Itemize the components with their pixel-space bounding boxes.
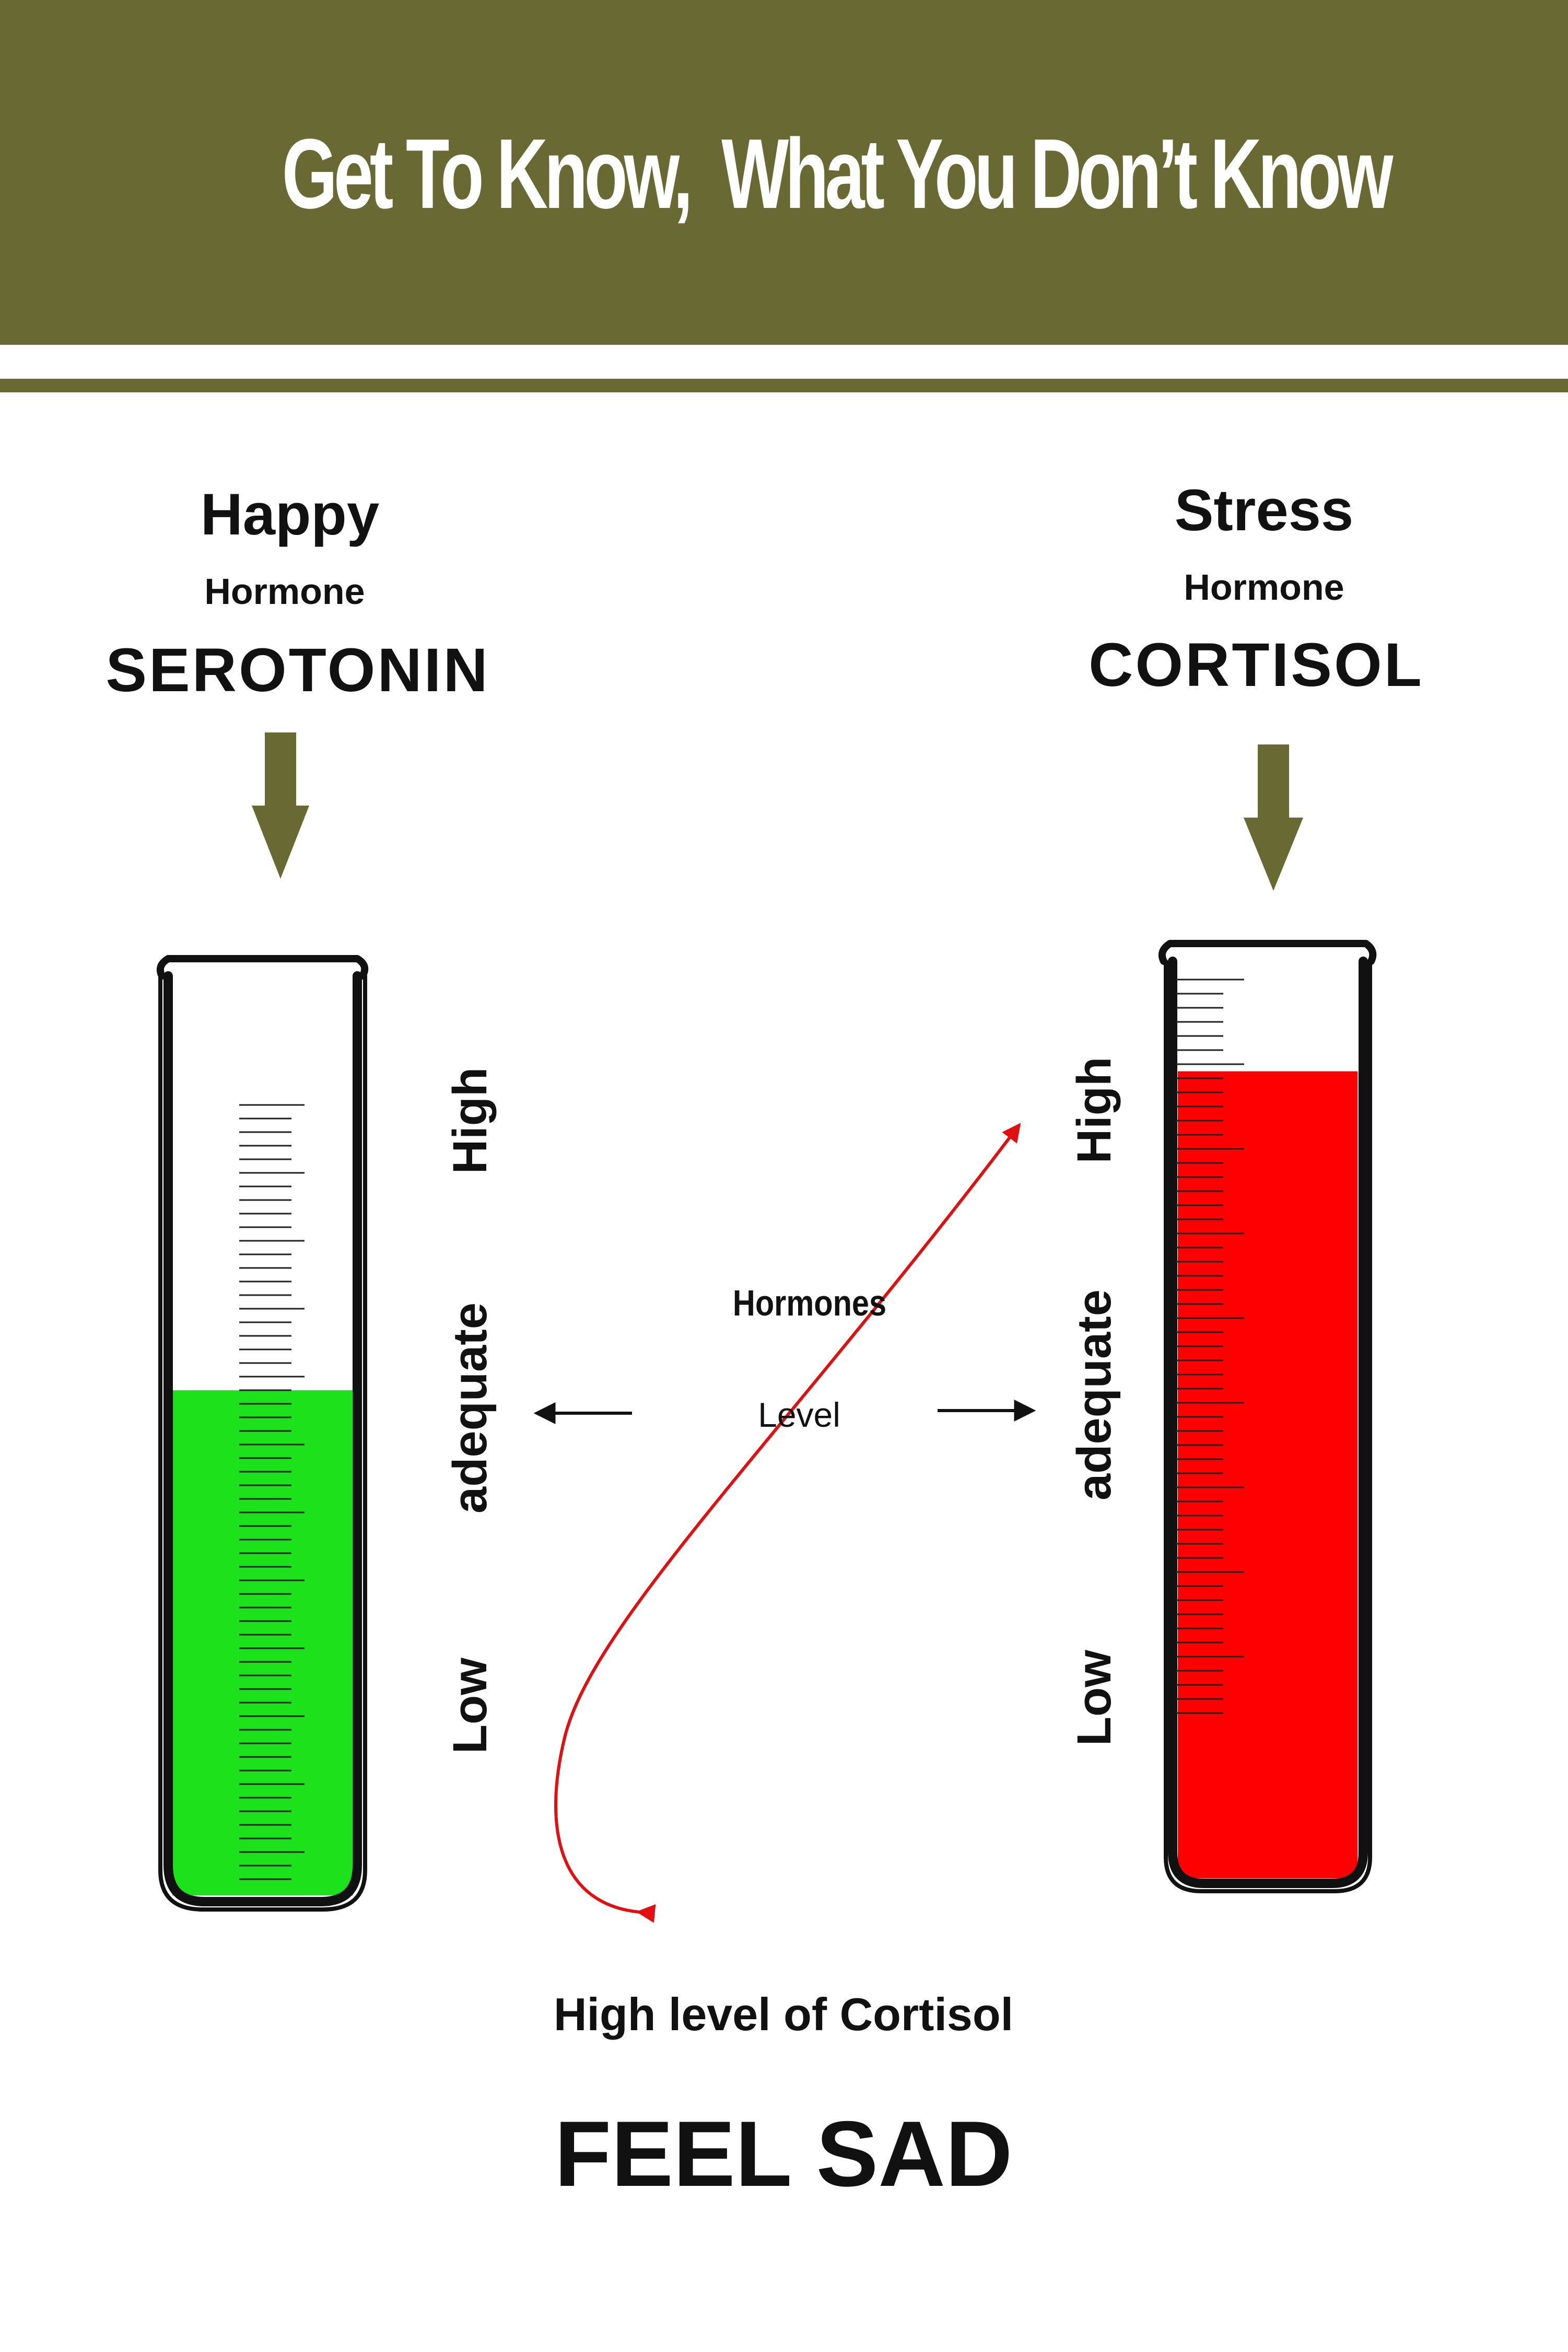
left-tube-liquid: [172, 1390, 353, 1895]
footer-caption: High level of Cortisol: [553, 1988, 1014, 2040]
right-scale-adequate: adequate: [1068, 1289, 1121, 1500]
footer-verdict: FEEL SAD: [554, 2102, 1013, 2206]
left-mood-label: Happy: [200, 482, 380, 547]
left-type-label: Hormone: [204, 571, 365, 612]
right-hormone-name: CORTISOL: [1089, 631, 1424, 700]
right-down-arrow: [1244, 744, 1303, 891]
left-tube-graduations: [239, 1104, 305, 1880]
left-hormone-name: SEROTONIN: [106, 636, 490, 705]
right-test-tube: [1159, 940, 1377, 1893]
left-test-tube: [157, 955, 369, 1912]
left-scale-high: High: [443, 1067, 497, 1174]
right-mood-label: Stress: [1174, 478, 1354, 543]
page-title: Get To Know, What You Don’t Know: [282, 119, 1394, 229]
right-tube-graduations: [1176, 979, 1244, 1714]
center-hormones-label: Hormones: [732, 1283, 887, 1323]
divider-rule: [0, 379, 1568, 392]
left-scale-low: Low: [443, 1658, 497, 1754]
right-scale-high: High: [1068, 1056, 1121, 1164]
right-tube-liquid: [1178, 1071, 1358, 1878]
right-type-label: Hormone: [1184, 567, 1344, 608]
left-down-arrow: [252, 732, 309, 879]
cortisol-trend-curve: [554, 1123, 1021, 1923]
right-scale-low: Low: [1068, 1650, 1121, 1746]
header-banner: [0, 0, 1568, 345]
left-scale-adequate: adequate: [443, 1302, 497, 1513]
center-level-label: Level: [758, 1395, 840, 1434]
